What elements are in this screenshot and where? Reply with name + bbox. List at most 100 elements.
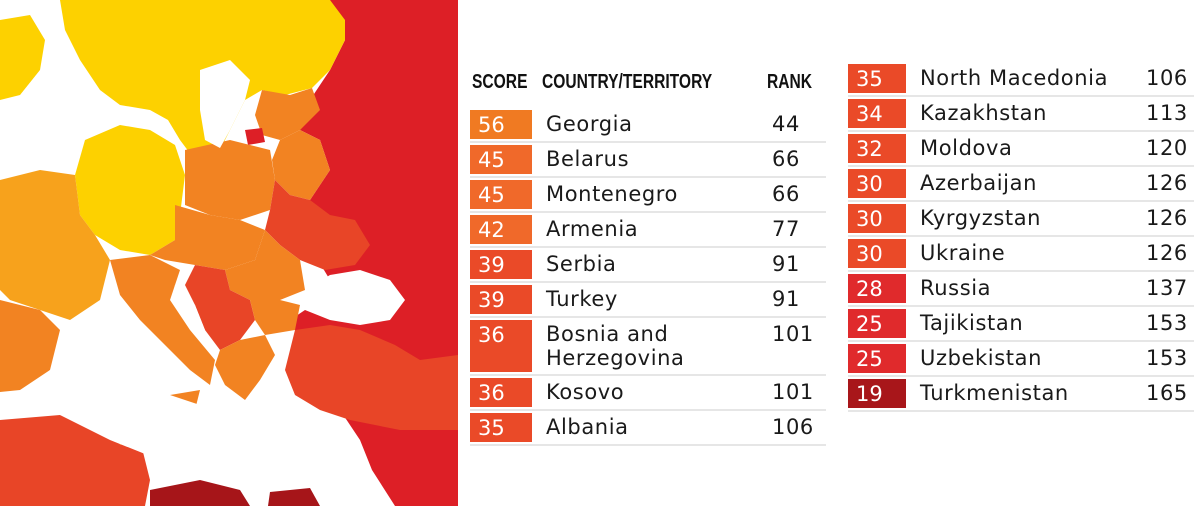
map-region-greece <box>215 335 275 400</box>
score-cell: 39 <box>470 285 532 314</box>
table-right: 35 North Macedonia 106 34 Kazakhstan 113 32 Mol… <box>848 62 1194 412</box>
country-cell: Ukraine <box>920 241 1006 265</box>
table-row: 36 Bosnia and Herzegovina 101 <box>470 318 826 376</box>
score-cell: 19 <box>848 379 906 408</box>
score-cell: 30 <box>848 169 906 198</box>
table-row: 56 Georgia 44 <box>470 108 826 143</box>
map-region-italy <box>110 255 215 385</box>
country-cell: Montenegro <box>546 182 679 206</box>
table-row: 39 Serbia 91 <box>470 248 826 283</box>
table-row: 19 Turkmenistan 165 <box>848 377 1194 412</box>
map-region-belarus <box>272 130 330 200</box>
country-cell: Albania <box>546 415 629 439</box>
score-cell: 56 <box>470 110 532 139</box>
map-region-poland <box>185 140 275 220</box>
country-cell: Uzbekistan <box>920 346 1042 370</box>
country-cell: Turkey <box>546 287 618 311</box>
map-baltic-sea <box>200 60 250 148</box>
map-region-central <box>150 205 265 270</box>
table-body-right: 35 North Macedonia 106 34 Kazakhstan 113 32 Mol… <box>848 62 1194 412</box>
map-region-bulgaria <box>250 300 300 335</box>
europe-map <box>0 0 458 506</box>
country-cell: Serbia <box>546 252 617 276</box>
country-cell: Kosovo <box>546 380 625 404</box>
map-region-egypt <box>268 488 320 506</box>
table-row: 25 Tajikistan 153 <box>848 307 1194 342</box>
score-cell: 36 <box>470 378 532 407</box>
rank-cell: 153 <box>1146 311 1188 335</box>
map-region-kaliningrad <box>245 128 265 145</box>
score-cell: 36 <box>470 320 532 372</box>
rank-cell: 106 <box>772 415 814 439</box>
rank-cell: 101 <box>772 322 814 346</box>
table-row: 30 Azerbaijan 126 <box>848 167 1194 202</box>
rank-cell: 126 <box>1146 241 1188 265</box>
score-cell: 35 <box>848 64 906 93</box>
rank-cell: 66 <box>772 182 800 206</box>
score-cell: 30 <box>848 239 906 268</box>
table-row: 34 Kazakhstan 113 <box>848 97 1194 132</box>
rank-cell: 126 <box>1146 171 1188 195</box>
map-region-romania <box>225 230 305 300</box>
rank-cell: 101 <box>772 380 814 404</box>
map-region-germany <box>75 125 185 255</box>
country-cell: Belarus <box>546 147 630 171</box>
rank-cell: 137 <box>1146 276 1188 300</box>
country-cell: Tajikistan <box>920 311 1024 335</box>
rank-cell: 91 <box>772 287 800 311</box>
table-row: 45 Montenegro 66 <box>470 178 826 213</box>
map-region-uk <box>0 15 45 100</box>
header-country: COUNTRY/TERRITORY <box>542 71 713 93</box>
rank-cell: 66 <box>772 147 800 171</box>
map-region-balkans <box>185 265 255 350</box>
map-region-iberia <box>0 300 60 392</box>
rank-cell: 120 <box>1146 136 1188 160</box>
rank-cell: 106 <box>1146 66 1188 90</box>
score-cell: 35 <box>470 413 532 442</box>
score-cell: 45 <box>470 145 532 174</box>
score-cell: 39 <box>470 250 532 279</box>
rank-cell: 153 <box>1146 346 1188 370</box>
map-region-ukraine <box>265 180 370 270</box>
rank-cell: 44 <box>772 112 800 136</box>
map-region-turkey <box>285 325 458 430</box>
map-adriatic-sea <box>172 285 205 340</box>
score-cell: 34 <box>848 99 906 128</box>
map-region-baltics <box>255 88 320 140</box>
table-row: 30 Kyrgyzstan 126 <box>848 202 1194 237</box>
country-cell: Moldova <box>920 136 1013 160</box>
map-region-libya <box>150 480 250 506</box>
header-score: SCORE <box>472 71 528 93</box>
score-cell: 42 <box>470 215 532 244</box>
table-row: 45 Belarus 66 <box>470 143 826 178</box>
country-cell: Bosnia and Herzegovina <box>546 322 685 370</box>
score-cell: 25 <box>848 309 906 338</box>
rank-cell: 77 <box>772 217 800 241</box>
header-rank: RANK <box>767 71 813 93</box>
score-cell: 25 <box>848 344 906 373</box>
table-row: 30 Ukraine 126 <box>848 237 1194 272</box>
rank-cell: 165 <box>1146 381 1188 405</box>
table-header: SCORE COUNTRY/TERRITORY RANK <box>470 56 826 100</box>
country-cell: Kazakhstan <box>920 101 1047 125</box>
map-black-sea <box>305 270 405 325</box>
country-cell: North Macedonia <box>920 66 1109 90</box>
score-cell: 28 <box>848 274 906 303</box>
rank-cell: 113 <box>1146 101 1188 125</box>
score-cell: 30 <box>848 204 906 233</box>
score-cell: 45 <box>470 180 532 209</box>
map-region-france <box>0 170 110 320</box>
table-row: 25 Uzbekistan 153 <box>848 342 1194 377</box>
country-cell: Russia <box>920 276 992 300</box>
country-cell: Georgia <box>546 112 633 136</box>
table-row: 42 Armenia 77 <box>470 213 826 248</box>
table-row: 35 North Macedonia 106 <box>848 62 1194 97</box>
table-row: 28 Russia 137 <box>848 272 1194 307</box>
table-row: 39 Turkey 91 <box>470 283 826 318</box>
country-cell: Turkmenistan <box>920 381 1069 405</box>
rank-cell: 91 <box>772 252 800 276</box>
table-row: 35 Albania 106 <box>470 411 826 446</box>
country-cell: Azerbaijan <box>920 171 1037 195</box>
table-left: SCORE COUNTRY/TERRITORY RANK 56 Georgia 44… <box>470 56 826 446</box>
table-row: 32 Moldova 120 <box>848 132 1194 167</box>
